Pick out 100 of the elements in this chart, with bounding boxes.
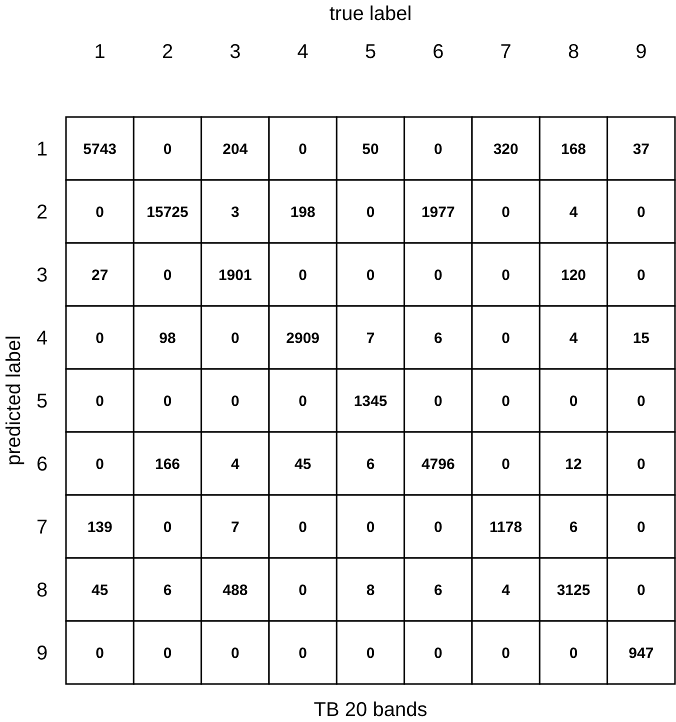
data-label: 0 [96, 204, 104, 221]
data-label: 0 [163, 392, 172, 410]
data-label: 15 [632, 330, 650, 347]
data-label: 45 [91, 582, 108, 599]
data-label: 947 [628, 644, 654, 662]
data-label: 0 [298, 644, 308, 662]
data-label: 0 [502, 204, 510, 221]
data-label: 6 [434, 330, 442, 347]
y-tick-label: 9 [36, 642, 48, 664]
data-label: 12 [565, 456, 582, 473]
data-label: 0 [298, 582, 308, 599]
y-tick-label: 7 [36, 516, 48, 538]
data-label: 0 [96, 392, 104, 410]
data-label: 0 [434, 392, 442, 410]
data-label: 0 [230, 392, 240, 410]
data-label: 4 [569, 204, 578, 221]
data-label: 2909 [286, 330, 320, 347]
data-label: 0 [366, 266, 375, 284]
x-tick-label: 1 [94, 41, 106, 63]
data-label: 1901 [218, 266, 252, 284]
data-label: 98 [159, 330, 176, 347]
data-label: 0 [569, 644, 578, 662]
x-tick-label: 7 [500, 41, 512, 63]
data-label: 4 [502, 582, 511, 599]
x-tick-label: 9 [636, 41, 647, 63]
data-label: 37 [632, 140, 650, 158]
data-label: 0 [502, 392, 510, 410]
data-label: 0 [366, 518, 375, 536]
data-label: 6 [569, 518, 578, 536]
data-label: 0 [636, 582, 646, 599]
data-label: 4 [230, 456, 240, 473]
data-label: 7 [230, 518, 240, 536]
data-label: 0 [502, 644, 510, 662]
y-tick-label: 1 [36, 138, 48, 160]
y-tick-label: 2 [36, 202, 48, 224]
data-label: 0 [298, 518, 308, 536]
data-label: 6 [434, 582, 442, 599]
y-tick-label: 3 [36, 264, 48, 286]
data-label: 0 [96, 330, 104, 347]
data-label: 0 [163, 644, 172, 662]
data-label: 4796 [421, 456, 455, 473]
data-label: 0 [502, 456, 510, 473]
data-label: 0 [636, 518, 646, 536]
data-label: 0 [636, 266, 646, 284]
data-label: 6 [163, 582, 172, 599]
data-label: 0 [230, 644, 240, 662]
x-axis-title: true label [329, 3, 412, 25]
y-tick-label: 4 [36, 328, 48, 350]
data-label: 0 [636, 392, 646, 410]
data-label: 5743 [83, 140, 117, 158]
data-label: 0 [366, 644, 375, 662]
x-tick-label: 4 [297, 41, 308, 63]
data-label: 0 [230, 330, 240, 347]
data-label: 8 [366, 582, 375, 599]
data-label: 139 [87, 518, 112, 536]
data-label: 320 [493, 140, 518, 158]
x-tick-label: 3 [230, 41, 241, 63]
data-label: 204 [222, 140, 248, 158]
x-tick-label: 2 [162, 41, 174, 63]
data-label: 0 [434, 644, 442, 662]
data-label: 488 [222, 582, 248, 599]
data-label: 3125 [556, 582, 590, 599]
data-label: 1345 [354, 392, 388, 410]
data-label: 0 [298, 266, 308, 284]
data-label: 3 [230, 204, 240, 221]
data-label: 0 [569, 392, 578, 410]
data-label: 0 [163, 266, 172, 284]
y-tick-label: 6 [36, 454, 48, 476]
data-label: 0 [163, 518, 172, 536]
y-tick-label: 8 [36, 580, 48, 602]
data-label: 0 [96, 644, 104, 662]
data-label: 0 [434, 140, 442, 158]
data-label: 0 [636, 456, 646, 473]
data-label: 0 [636, 204, 646, 221]
data-label: 7 [366, 330, 375, 347]
data-label: 0 [366, 204, 375, 221]
y-axis-title: predicted label [3, 335, 25, 466]
data-label: 120 [560, 266, 586, 284]
x-tick-label: 5 [364, 41, 376, 63]
data-label: 168 [560, 140, 586, 158]
data-label: 166 [154, 456, 180, 473]
data-label: 0 [502, 330, 510, 347]
data-label: 27 [91, 266, 108, 284]
data-label: 6 [366, 456, 375, 473]
data-label: 1178 [490, 518, 522, 536]
data-label: 198 [290, 204, 316, 221]
data-label: 4 [569, 330, 578, 347]
data-label: 15725 [146, 204, 188, 221]
text: TB 20 bands [314, 699, 428, 721]
data-label: 0 [502, 266, 510, 284]
x-tick-label: 6 [432, 41, 444, 63]
data-label: 0 [96, 456, 104, 473]
data-label: 0 [163, 140, 172, 158]
data-label: 45 [294, 456, 312, 473]
data-label: 0 [298, 392, 308, 410]
data-label: 0 [434, 266, 442, 284]
data-label: 0 [434, 518, 442, 536]
x-tick-label: 8 [568, 41, 580, 63]
y-tick-label: 5 [36, 390, 48, 412]
data-label: 1977 [421, 204, 455, 221]
